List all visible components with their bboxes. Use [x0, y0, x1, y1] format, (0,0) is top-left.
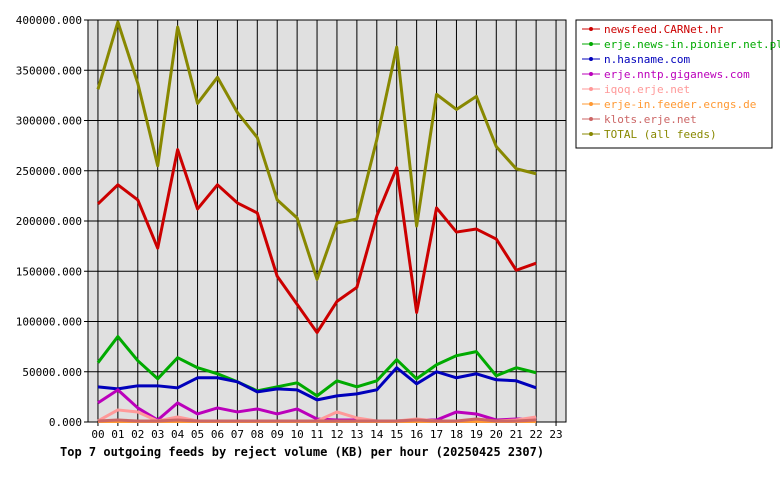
x-tick-label: 09	[271, 428, 284, 441]
series-line	[96, 335, 537, 398]
y-axis: 0.000 50000.000 100000.000 150000.000 200000…	[16, 14, 88, 429]
chart-title: Top 7 outgoing feeds by reject volume (K…	[60, 445, 544, 459]
x-tick-label: 00	[91, 428, 104, 441]
x-tick-label: 02	[131, 428, 144, 441]
y-tick-label: 200000.000	[16, 215, 82, 228]
x-tick-label: 12	[330, 428, 343, 441]
series-layer	[96, 20, 537, 423]
x-tick-label: 04	[171, 428, 185, 441]
y-tick-label: 50000.000	[22, 366, 82, 379]
series-line	[97, 388, 537, 423]
x-tick-label: 11	[310, 428, 323, 441]
legend-label: TOTAL (all feeds)	[604, 128, 717, 141]
x-tick-label: 23	[549, 428, 562, 441]
legend-label: newsfeed.CARNet.hr	[604, 23, 724, 36]
x-tick-label: 15	[390, 428, 403, 441]
x-axis: 00 01 02 03 04 05 06 07 08 09 10 11 12 13 14 15 16 17 18 19…	[91, 422, 563, 441]
legend-label: n.hasname.com	[604, 53, 690, 66]
x-tick-label: 03	[151, 428, 164, 441]
legend-marker	[589, 102, 593, 106]
legend-label: erje.nntp.giganews.com	[604, 68, 750, 81]
legend-marker	[589, 87, 593, 91]
legend-marker	[589, 57, 593, 61]
y-tick-label: 100000.000	[16, 316, 82, 329]
y-tick-label: 0.000	[49, 416, 82, 429]
x-tick-label: 14	[370, 428, 384, 441]
x-tick-label: 20	[490, 428, 503, 441]
x-tick-label: 08	[251, 428, 264, 441]
x-tick-label: 21	[510, 428, 523, 441]
series-line	[96, 20, 537, 281]
series-line	[97, 366, 537, 402]
legend-label: iqoq.erje.net	[604, 83, 690, 96]
x-tick-label: 13	[350, 428, 363, 441]
x-tick-label: 05	[191, 428, 204, 441]
legend-marker	[589, 42, 593, 46]
y-tick-label: 400000.000	[16, 14, 82, 27]
series-line	[96, 148, 537, 335]
legend: newsfeed.CARNet.hr erje.news-in.pionier.n…	[575, 19, 780, 149]
y-tick-label: 250000.000	[16, 165, 82, 178]
legend-marker	[589, 72, 593, 76]
y-tick-label: 300000.000	[16, 115, 82, 128]
x-tick-label: 10	[291, 428, 304, 441]
legend-box	[575, 19, 773, 149]
y-tick-label: 150000.000	[16, 265, 82, 278]
legend-marker	[589, 132, 593, 136]
x-tick-label: 07	[231, 428, 244, 441]
legend-marker	[589, 117, 593, 121]
series-line	[97, 417, 537, 423]
legend-marker	[589, 27, 593, 31]
legend-label: klots.erje.net	[604, 113, 697, 126]
legend-label: erje.news-in.pionier.net.pl	[604, 38, 780, 51]
x-tick-label: 22	[530, 428, 543, 441]
x-tick-label: 01	[111, 428, 124, 441]
x-tick-label: 06	[211, 428, 224, 441]
x-tick-label: 16	[410, 428, 423, 441]
x-tick-label: 17	[430, 428, 443, 441]
legend-label: erje-in.feeder.ecngs.de	[604, 98, 756, 111]
x-tick-label: 18	[450, 428, 463, 441]
x-tick-label: 19	[470, 428, 483, 441]
y-tick-label: 350000.000	[16, 64, 82, 77]
